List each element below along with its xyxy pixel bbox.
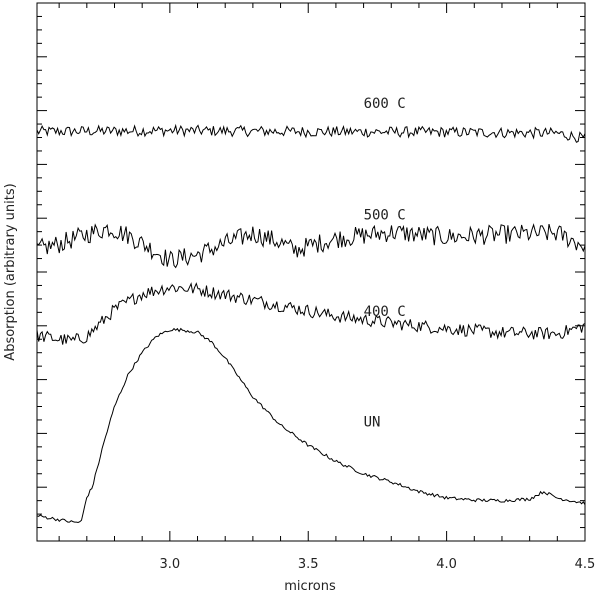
series-label-500-c: 500 C <box>364 207 406 223</box>
x-axis-title: microns <box>284 579 336 593</box>
plot-frame <box>36 2 586 542</box>
series-label-400-c: 400 C <box>364 304 406 320</box>
series-label-600-c: 600 C <box>364 96 406 112</box>
axes: 3.0 3.5 4.0 4.5 <box>36 2 596 572</box>
series-line-500-c <box>36 223 586 269</box>
series-line-600-c <box>36 123 586 143</box>
x-tick-label: 4.0 <box>436 557 457 572</box>
series-labels: 600 C 500 C 400 C UN <box>364 96 406 430</box>
x-tick-label: 4.5 <box>575 557 596 572</box>
series-line-un <box>36 327 586 524</box>
x-tick-label: 3.0 <box>160 557 181 572</box>
series-line-400-c <box>36 282 586 345</box>
y-axis-title: Absorption (arbitrary units) <box>3 183 18 360</box>
x-tick-label: 3.5 <box>298 557 319 572</box>
series-label-un: UN <box>364 414 381 430</box>
series-lines <box>36 123 586 524</box>
